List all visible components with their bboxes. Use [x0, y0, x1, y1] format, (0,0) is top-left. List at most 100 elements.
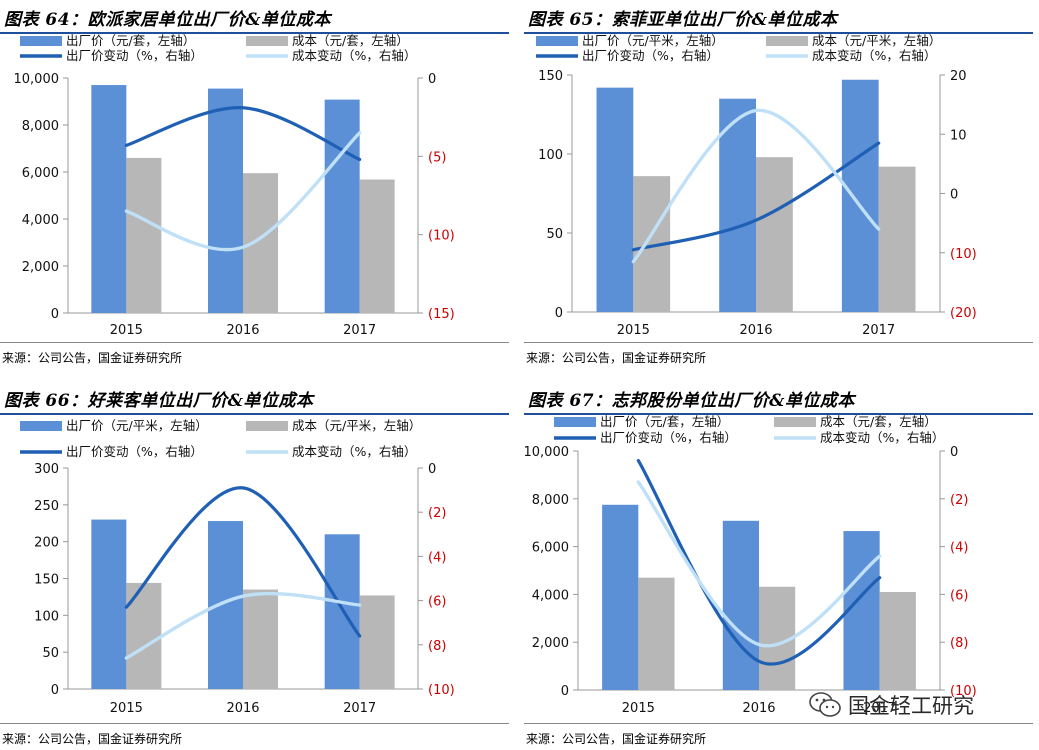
price-change-line [636, 458, 882, 666]
title-rule [0, 32, 509, 34]
legend-swatch [246, 36, 288, 46]
right-tick-label: (10) [428, 229, 455, 244]
legend-label: 出厂价变动（%，右轴） [582, 48, 719, 63]
category-label: 2016 [739, 323, 772, 338]
right-tick-label: (15) [428, 307, 455, 322]
cost-change-line [636, 480, 882, 648]
chart-65: 出厂价（元/平米，左轴） 成本（元/平米，左轴） 出厂价变动（%，右轴） 成本变动（%… [536, 33, 977, 338]
legend-label: 出厂价变动（%，右轴） [600, 430, 737, 445]
source-note: 来源：公司公告，国金证券研究所 [526, 351, 707, 365]
chart-title: 图表 65：索菲亚单位出厂价&单位成本 [528, 10, 838, 30]
left-tick-label: 2,000 [532, 636, 569, 651]
left-tick-label: 10,000 [14, 72, 60, 87]
right-tick-label: (4) [428, 550, 446, 565]
source-note: 来源：公司公告，国金证券研究所 [2, 732, 183, 746]
cost-bar [878, 166, 916, 312]
cost-bar [756, 157, 793, 312]
cost-bar [359, 179, 395, 313]
legend-label: 成本（元/平米，左轴） [812, 33, 941, 48]
title-rule [0, 413, 509, 415]
right-tick-label: 0 [950, 445, 958, 460]
chart-66: 出厂价（元/平米，左轴） 成本（元/平米，左轴） 出厂价变动（%，右轴） 成本变动（%… [20, 418, 455, 716]
legend-label: 成本（元/套，左轴） [292, 33, 409, 48]
right-tick-label: 20 [950, 69, 967, 84]
right-tick-label: (6) [428, 595, 446, 610]
chart-67: 出厂价（元/套，左轴） 成本（元/套，左轴） 出厂价变动（%，右轴） 成本变动（%，右… [524, 414, 977, 716]
category-label: 2017 [343, 701, 376, 716]
category-label: 2015 [110, 701, 143, 716]
watermark: 国金轻工研究 [808, 690, 974, 720]
left-tick-label: 250 [34, 499, 59, 514]
legend-swatch [536, 36, 578, 46]
right-tick-label: (5) [428, 150, 446, 165]
legend-label: 成本变动（%，右轴） [292, 444, 416, 459]
legend-label: 出厂价（元/套，左轴） [66, 33, 195, 48]
chart-64: 出厂价（元/套，左轴） 成本（元/套，左轴） 出厂价变动（%，右轴） 成本变动（%，右… [14, 33, 455, 338]
left-tick-label: 100 [538, 148, 563, 163]
left-tick-label: 0 [555, 306, 563, 321]
cost-bar [243, 173, 278, 313]
category-label: 2016 [742, 701, 775, 716]
cost-bar [243, 589, 278, 689]
cost-bar [638, 577, 675, 690]
cost-change-line [124, 131, 362, 252]
legend-label: 成本变动（%，右轴） [812, 48, 936, 63]
right-tick-label: (2) [428, 506, 446, 521]
source-rule [524, 342, 1033, 343]
source-note: 来源：公司公告，国金证券研究所 [526, 732, 707, 746]
price-bar [602, 504, 639, 690]
left-tick-label: 0 [51, 683, 59, 698]
price-bar [91, 85, 127, 313]
legend-label: 出厂价变动（%，右轴） [66, 48, 203, 63]
legend-swatch [766, 36, 808, 46]
chart-panel-67: 图表 67：志邦股份单位出厂价&单位成本 出厂价（元/套，左轴） 成本（元/套，左… [524, 381, 1039, 750]
category-label: 2015 [622, 701, 655, 716]
price-change-line [631, 141, 881, 252]
price-change-line [124, 486, 362, 638]
left-tick-label: 150 [538, 69, 563, 84]
price-bar [208, 521, 243, 689]
category-label: 2016 [226, 701, 259, 716]
cost-change-line [124, 591, 362, 660]
watermark-text: 国金轻工研究 [848, 694, 974, 718]
legend-swatch [20, 421, 62, 431]
chart-panel-65: 图表 65：索菲亚单位出厂价&单位成本 出厂价（元/平米，左轴） 成本（元/平米，… [524, 0, 1039, 372]
left-tick-label: 0 [51, 307, 59, 322]
legend-label: 成本（元/套，左轴） [820, 414, 937, 429]
wechat-icon [809, 692, 841, 717]
source-rule [0, 342, 509, 343]
cost-bar [359, 595, 395, 689]
price-bar [722, 520, 759, 690]
right-tick-label: (4) [950, 541, 968, 556]
left-tick-label: 50 [42, 646, 59, 661]
left-tick-label: 8,000 [532, 493, 569, 508]
right-tick-label: (10) [950, 247, 977, 262]
chart-title: 图表 66：好莱客单位出厂价&单位成本 [4, 391, 314, 411]
price-bar [91, 519, 127, 689]
left-tick-label: 150 [34, 573, 59, 588]
source-rule [524, 723, 1033, 724]
legend-swatch [554, 417, 596, 427]
right-tick-label: 0 [428, 462, 436, 477]
legend-label: 成本（元/平米，左轴） [292, 418, 421, 433]
legend-label: 出厂价（元/平米，左轴） [66, 418, 208, 433]
title-rule [524, 32, 1033, 34]
cost-bar [879, 592, 916, 690]
left-tick-label: 200 [34, 536, 59, 551]
legend-swatch [20, 36, 62, 46]
left-tick-label: 4,000 [22, 213, 59, 228]
price-bar [719, 98, 756, 312]
right-tick-label: (2) [950, 493, 968, 508]
right-tick-label: 0 [428, 72, 436, 87]
right-tick-label: (10) [428, 683, 455, 698]
left-tick-label: 50 [546, 227, 563, 242]
left-tick-label: 2,000 [22, 260, 59, 275]
cost-change-line [631, 108, 881, 264]
left-tick-label: 6,000 [532, 541, 569, 556]
chart-panel-64: 图表 64：欧派家居单位出厂价&单位成本 出厂价（元/套，左轴） 成本（元/套，左… [0, 0, 515, 372]
right-tick-label: (10) [950, 684, 977, 699]
cost-bar [126, 157, 162, 313]
right-tick-label: (8) [428, 639, 446, 654]
category-label: 2015 [617, 323, 650, 338]
left-tick-label: 100 [34, 609, 59, 624]
